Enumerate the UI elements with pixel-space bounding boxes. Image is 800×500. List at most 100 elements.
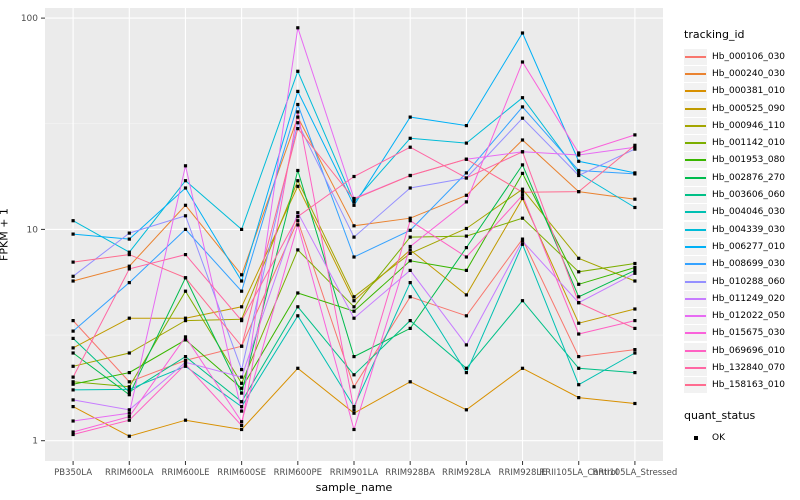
- legend-item-Hb_010288_060: Hb_010288_060: [684, 273, 798, 290]
- data-point: [408, 219, 412, 223]
- x-tick-label: RRII105LA_Stressed: [593, 468, 678, 478]
- data-point: [577, 173, 581, 178]
- legend-item-label: OK: [712, 432, 725, 443]
- data-point: [520, 216, 525, 220]
- data-point: [633, 326, 637, 330]
- legend-item-Hb_015675_030: Hb_015675_030: [684, 325, 798, 342]
- data-point: [71, 398, 75, 402]
- data-point: [240, 386, 244, 390]
- data-point: [240, 409, 244, 413]
- legend-shape-items: OK: [684, 429, 798, 446]
- data-point: [183, 358, 188, 362]
- legend-item-Hb_132840_070: Hb_132840_070: [684, 359, 798, 376]
- data-point: [352, 235, 356, 239]
- legend-key-swatch: [684, 65, 707, 82]
- data-point: [296, 211, 300, 215]
- data-point: [520, 187, 525, 191]
- legend-key-line: [685, 55, 706, 58]
- data-point: [71, 430, 75, 434]
- legend-item-label: Hb_015675_030: [712, 328, 786, 339]
- data-point: [127, 237, 131, 241]
- data-point: [127, 390, 131, 394]
- legend-item-Hb_000946_110: Hb_000946_110: [684, 117, 798, 134]
- data-point: [296, 102, 300, 107]
- data-point: [127, 267, 131, 271]
- data-point: [408, 115, 412, 119]
- data-point: [633, 348, 637, 352]
- data-point: [352, 385, 356, 389]
- legend-key-line: [685, 176, 706, 179]
- data-point: [464, 226, 468, 231]
- legend-key-line: [685, 228, 706, 231]
- legend-item-label: Hb_000240_030: [712, 68, 786, 79]
- data-point: [464, 366, 468, 370]
- legend-title-quant-status: quant_status: [684, 408, 756, 422]
- data-point: [183, 276, 188, 280]
- data-point: [464, 268, 468, 272]
- data-point: [577, 168, 581, 173]
- data-point: [577, 355, 581, 359]
- data-point: [464, 255, 468, 259]
- legend-item-label: Hb_158163_010: [712, 380, 786, 391]
- data-point: [520, 96, 525, 100]
- data-point: [464, 293, 468, 297]
- legend-key-line: [685, 159, 706, 162]
- legend-key-point: [694, 436, 698, 440]
- data-point: [520, 190, 525, 194]
- data-point: [352, 200, 356, 204]
- data-point: [240, 319, 244, 323]
- data-point: [408, 228, 412, 232]
- x-tick-label: RRIM600PE: [274, 468, 322, 478]
- data-point: [408, 281, 412, 285]
- x-tick-label: RRIM600SE: [217, 468, 266, 478]
- legend-key-swatch: [684, 290, 707, 307]
- legend-key-swatch: [684, 83, 707, 100]
- data-point: [352, 373, 356, 377]
- data-point: [464, 141, 468, 145]
- legend-key-line: [685, 349, 706, 352]
- data-point: [408, 186, 412, 190]
- legend-key-line: [685, 245, 706, 248]
- legend-key-swatch: [684, 204, 707, 221]
- data-point: [127, 385, 131, 389]
- data-point: [71, 432, 75, 437]
- data-point: [577, 366, 581, 370]
- legend-key-line: [685, 124, 706, 127]
- legend-item-Hb_000106_030: Hb_000106_030: [684, 48, 798, 65]
- data-point: [240, 368, 244, 372]
- data-point: [71, 364, 75, 368]
- legend-key-swatch: [684, 273, 707, 290]
- data-point: [464, 371, 468, 375]
- data-point: [127, 418, 131, 422]
- data-point: [352, 427, 356, 432]
- data-point: [408, 319, 412, 323]
- data-point: [127, 393, 131, 397]
- data-point: [577, 282, 581, 286]
- legend-item-label: Hb_000381_010: [712, 86, 786, 97]
- legend-key-line: [685, 107, 706, 110]
- data-point: [183, 253, 188, 257]
- data-point: [352, 316, 356, 320]
- data-point: [352, 309, 356, 313]
- data-point: [296, 110, 300, 114]
- data-point: [408, 145, 412, 149]
- legend-item-label: Hb_011249_020: [712, 293, 786, 304]
- data-point: [408, 216, 412, 220]
- data-point: [633, 319, 637, 323]
- legend-item-Hb_002876_270: Hb_002876_270: [684, 169, 798, 186]
- data-point: [633, 307, 637, 311]
- data-point: [240, 381, 244, 385]
- data-point: [183, 355, 188, 359]
- data-point: [127, 387, 131, 391]
- legend-key-line: [685, 263, 706, 266]
- x-tick-label: RRIM928BA: [385, 468, 435, 478]
- legend-item-label: Hb_010288_060: [712, 276, 786, 287]
- legend-key-line: [685, 384, 706, 387]
- data-point: [127, 434, 131, 438]
- data-point: [296, 219, 300, 223]
- data-point: [352, 203, 356, 207]
- data-point: [240, 391, 244, 395]
- legend-item-Hb_001142_010: Hb_001142_010: [684, 134, 798, 152]
- data-point: [240, 289, 244, 293]
